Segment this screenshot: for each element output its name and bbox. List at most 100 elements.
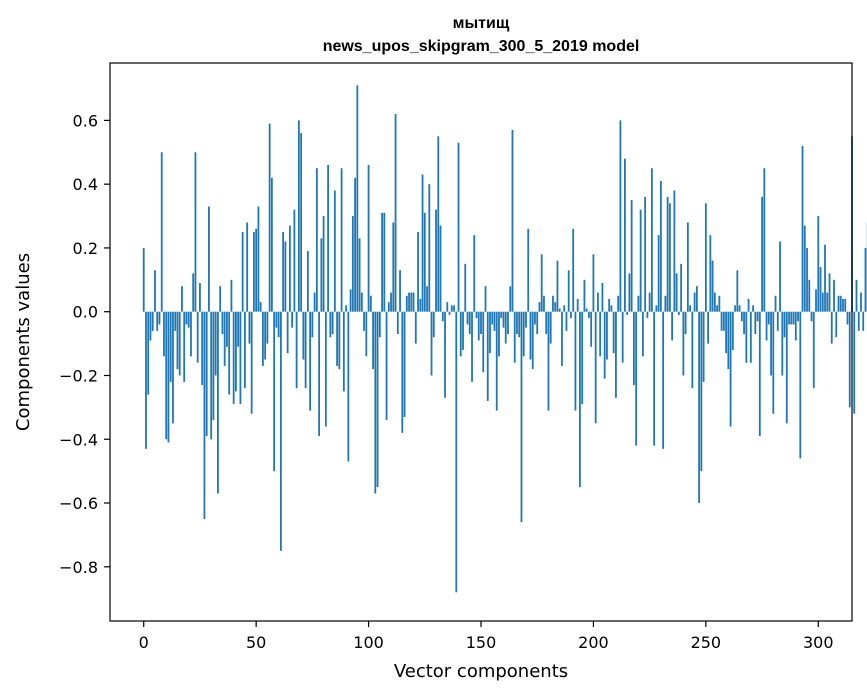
bar bbox=[518, 311, 521, 338]
bar bbox=[313, 292, 316, 312]
bar bbox=[601, 283, 604, 312]
bar bbox=[163, 311, 165, 357]
bar bbox=[686, 222, 689, 312]
bar bbox=[410, 292, 413, 312]
bar bbox=[628, 273, 631, 312]
y-axis-label: Components values bbox=[13, 253, 34, 431]
bar bbox=[142, 247, 145, 312]
y-tick-label: −0.6 bbox=[59, 494, 98, 513]
bar bbox=[419, 298, 422, 312]
bar bbox=[369, 295, 372, 312]
bar bbox=[608, 298, 611, 312]
bar bbox=[707, 311, 709, 344]
bar bbox=[466, 311, 469, 325]
bar bbox=[282, 231, 285, 312]
bar bbox=[446, 302, 449, 312]
bar bbox=[790, 311, 793, 325]
bar bbox=[270, 177, 273, 312]
bar bbox=[673, 190, 676, 312]
bar bbox=[545, 311, 548, 335]
bar bbox=[549, 311, 552, 344]
bar bbox=[671, 311, 674, 341]
y-tick-label: 0.0 bbox=[73, 303, 98, 322]
bar bbox=[704, 203, 707, 312]
bar bbox=[351, 216, 354, 312]
bar bbox=[354, 177, 356, 312]
bar bbox=[844, 298, 847, 312]
bar bbox=[500, 311, 503, 319]
bar bbox=[210, 311, 213, 440]
bar bbox=[650, 168, 653, 312]
bar bbox=[284, 241, 287, 312]
bar bbox=[504, 311, 507, 344]
bar bbox=[830, 311, 833, 344]
bar bbox=[509, 286, 512, 312]
bar bbox=[390, 292, 392, 312]
x-tick-label: 100 bbox=[353, 633, 384, 652]
bar bbox=[464, 263, 467, 312]
bar bbox=[250, 311, 253, 414]
bar bbox=[594, 311, 597, 424]
bar bbox=[165, 311, 168, 440]
bar bbox=[279, 311, 282, 551]
bar bbox=[302, 311, 305, 360]
bar bbox=[552, 295, 554, 312]
bar bbox=[304, 311, 307, 389]
bar bbox=[498, 311, 500, 357]
bar bbox=[860, 292, 862, 312]
bar bbox=[689, 305, 692, 312]
bar bbox=[783, 311, 786, 338]
bar bbox=[221, 311, 224, 335]
bar bbox=[615, 311, 617, 398]
bar bbox=[597, 292, 599, 312]
bar bbox=[576, 298, 579, 312]
bar bbox=[585, 308, 588, 312]
bar bbox=[743, 311, 745, 335]
bar bbox=[226, 311, 228, 347]
bar bbox=[837, 295, 840, 312]
bar bbox=[203, 311, 206, 519]
bar bbox=[383, 212, 386, 312]
bar bbox=[718, 295, 721, 312]
bar bbox=[149, 311, 152, 341]
x-tick-label: 0 bbox=[139, 633, 149, 652]
bar bbox=[731, 311, 734, 350]
bar bbox=[565, 311, 568, 331]
bar bbox=[716, 305, 718, 312]
bar bbox=[333, 190, 336, 312]
bar bbox=[257, 206, 260, 312]
bar bbox=[336, 311, 338, 366]
x-axis-label: Vector components bbox=[394, 661, 568, 682]
bar bbox=[799, 311, 802, 459]
bar bbox=[489, 311, 491, 354]
bar bbox=[223, 311, 226, 366]
bar bbox=[491, 311, 494, 325]
x-tick-label: 250 bbox=[691, 633, 722, 652]
bar bbox=[151, 311, 154, 331]
bar bbox=[711, 260, 714, 312]
bar bbox=[824, 244, 826, 312]
bar bbox=[621, 311, 624, 363]
bar bbox=[522, 311, 525, 357]
y-tick-label: −0.8 bbox=[59, 558, 98, 577]
bar bbox=[181, 286, 183, 312]
bar bbox=[293, 209, 296, 312]
bar bbox=[502, 311, 505, 328]
bar bbox=[239, 311, 242, 405]
bar bbox=[295, 311, 298, 389]
bar bbox=[633, 311, 635, 386]
bar bbox=[516, 311, 518, 335]
bar bbox=[792, 311, 795, 325]
bar bbox=[680, 263, 683, 312]
bar bbox=[583, 279, 586, 312]
bar bbox=[291, 311, 294, 328]
bar bbox=[374, 311, 377, 494]
bar bbox=[392, 222, 395, 312]
bar bbox=[725, 311, 727, 354]
bar bbox=[666, 196, 669, 312]
bar bbox=[556, 260, 559, 312]
bar bbox=[624, 158, 626, 312]
bar bbox=[205, 311, 208, 437]
bar bbox=[185, 311, 188, 325]
